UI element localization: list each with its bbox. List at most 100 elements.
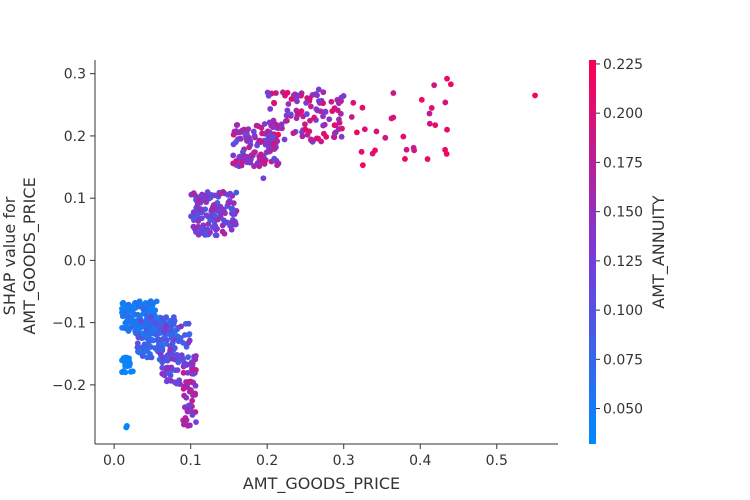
scatter-point (251, 132, 258, 139)
scatter-point (211, 192, 218, 199)
colorbar-tick-label: 0.125 (603, 254, 643, 270)
scatter-point (313, 135, 320, 142)
scatter-point (322, 109, 329, 115)
scatter-point (193, 229, 199, 235)
scatter-point (302, 121, 308, 128)
scatter-point (350, 99, 357, 106)
y-tick-label: 0.3 (64, 67, 86, 83)
scatter-point (233, 189, 240, 196)
colorbar-tick-label: 0.050 (603, 402, 643, 418)
scatter-point (323, 133, 330, 140)
scatter-point (334, 97, 341, 103)
scatter-point (353, 129, 360, 136)
scatter-point (159, 315, 166, 322)
scatter-point (174, 333, 181, 340)
scatter-point (121, 310, 127, 317)
scatter-point (182, 415, 189, 421)
scatter-point (122, 369, 129, 376)
scatter-point (373, 128, 380, 135)
scatter-point (157, 340, 164, 347)
scatter-point (267, 106, 274, 112)
scatter-point (278, 121, 285, 128)
colorbar: 0.050 0.075 0.100 0.125 0.150 0.175 0.200 0.225… (589, 57, 669, 444)
scatter-point (174, 351, 181, 358)
scatter-point (159, 364, 166, 371)
scatter-point (189, 366, 196, 373)
scatter-point (192, 356, 199, 363)
scatter-point (264, 128, 271, 135)
y-axis-label-line: SHAP value for (0, 196, 19, 315)
scatter-point (372, 147, 378, 154)
scatter-point (246, 144, 253, 151)
plot-axes: 0.0 0.1 0.2 0.3 0.4 0.5 −0.2 −0.1 0.0 0.1 0.2 0.3 AM… (0, 60, 558, 494)
scatter-point (210, 202, 217, 208)
scatter-point (217, 210, 224, 217)
x-tick-label: 0.2 (256, 453, 278, 469)
y-axis-label: SHAP value forAMT_GOODS_PRICE (0, 177, 40, 334)
scatter-point (150, 337, 157, 344)
scatter-point (295, 111, 301, 118)
scatter-point (336, 116, 342, 123)
y-tick-label: −0.2 (52, 378, 86, 394)
scatter-point (147, 298, 154, 305)
scatter-point (198, 225, 205, 231)
scatter-point (173, 380, 180, 387)
scatter-point (308, 137, 314, 144)
scatter-point (245, 126, 252, 133)
scatter-point (180, 339, 187, 346)
scatter-point (185, 320, 192, 327)
scatter-point (331, 130, 338, 137)
scatter-point (318, 138, 325, 145)
x-tick-label: 0.5 (486, 453, 508, 469)
scatter-point (307, 103, 314, 110)
scatter-point (159, 345, 166, 352)
scatter-point (157, 324, 164, 331)
scatter-point (169, 351, 176, 358)
scatter-point (382, 134, 389, 141)
scatter-point (270, 133, 277, 140)
scatter-point (254, 160, 261, 167)
scatter-point (271, 155, 278, 162)
scatter-point (207, 229, 213, 236)
scatter-point (193, 419, 199, 426)
scatter-point (221, 217, 227, 224)
scatter-point (164, 354, 171, 361)
scatter-point (136, 298, 143, 305)
scatter-point (159, 359, 166, 366)
scatter-point (138, 324, 145, 330)
scatter-point (403, 146, 410, 153)
scatter-point (290, 92, 297, 99)
scatter-point (274, 162, 281, 169)
scatter-point (271, 146, 278, 152)
colorbar-tick-label: 0.100 (603, 303, 643, 319)
colorbar-tick-label: 0.075 (603, 352, 643, 368)
scatter-point (432, 122, 439, 129)
scatter-point (169, 331, 176, 338)
scatter-point (164, 337, 170, 344)
scatter-point (148, 354, 155, 361)
scatter-point (290, 130, 297, 137)
scatter-point (120, 299, 127, 306)
scatter-point (260, 175, 267, 182)
scatter-point (134, 344, 141, 351)
scatter-point (166, 327, 173, 333)
scatter-point (211, 212, 218, 219)
scatter-point (258, 138, 265, 145)
scatter-point (181, 362, 188, 369)
scatter-point (307, 117, 313, 124)
scatter-point (320, 89, 327, 96)
scatter-point (266, 144, 272, 151)
colorbar-tick-label: 0.200 (603, 106, 643, 122)
scatter-point (402, 156, 408, 162)
scatter-point (255, 123, 262, 129)
scatter-point (288, 111, 294, 118)
x-tick-label: 0.0 (103, 453, 125, 469)
scatter-point (265, 92, 272, 99)
scatter-point (227, 190, 234, 197)
scatter-point (189, 397, 196, 404)
scatter-point (326, 116, 333, 123)
scatter-point (284, 89, 291, 96)
x-axis-label: AMT_GOODS_PRICE (243, 474, 400, 494)
scatter-point (123, 424, 130, 431)
scatter-point (167, 342, 173, 349)
